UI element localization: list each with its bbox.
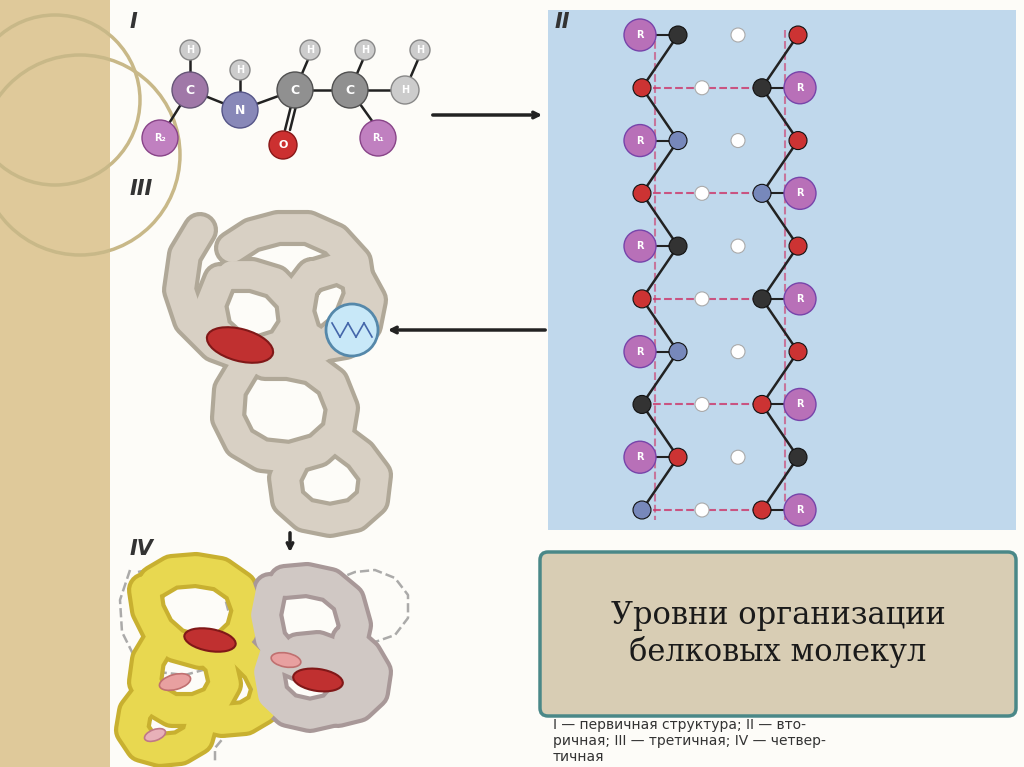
Circle shape [624, 230, 656, 262]
Text: H: H [360, 45, 369, 55]
Circle shape [784, 494, 816, 526]
Text: R: R [636, 241, 644, 251]
Text: C: C [345, 84, 354, 97]
Text: H: H [186, 45, 195, 55]
Bar [0, 0, 110, 767]
Circle shape [355, 40, 375, 60]
Text: R: R [797, 294, 804, 304]
Text: C: C [185, 84, 195, 97]
Text: II: II [555, 12, 570, 32]
Circle shape [633, 290, 651, 308]
Circle shape [300, 40, 319, 60]
Circle shape [633, 501, 651, 519]
Text: R: R [636, 136, 644, 146]
Circle shape [753, 290, 771, 308]
Circle shape [695, 503, 709, 517]
Circle shape [731, 239, 745, 253]
Circle shape [624, 19, 656, 51]
Circle shape [230, 60, 250, 80]
Circle shape [278, 72, 313, 108]
Text: I — первичная структура; II — вто-
ричная; III — третичная; IV — четвер-
тичная: I — первичная структура; II — вто- рична… [553, 718, 826, 765]
Circle shape [695, 81, 709, 95]
Text: Уровни организации
белковых молекул: Уровни организации белковых молекул [610, 600, 945, 668]
Circle shape [669, 132, 687, 150]
Circle shape [790, 132, 807, 150]
Circle shape [753, 396, 771, 413]
Text: R₂: R₂ [155, 133, 166, 143]
Text: H: H [306, 45, 314, 55]
Circle shape [753, 184, 771, 202]
Circle shape [633, 396, 651, 413]
Text: III: III [130, 179, 154, 199]
Text: I: I [130, 12, 138, 32]
Circle shape [695, 186, 709, 200]
Circle shape [790, 237, 807, 255]
Circle shape [753, 501, 771, 519]
Circle shape [790, 343, 807, 360]
Text: O: O [279, 140, 288, 150]
Circle shape [624, 441, 656, 473]
Circle shape [731, 28, 745, 42]
Ellipse shape [160, 673, 190, 690]
Text: R: R [797, 400, 804, 410]
Text: C: C [291, 84, 300, 97]
Circle shape [790, 26, 807, 44]
Circle shape [410, 40, 430, 60]
Text: H: H [416, 45, 424, 55]
Bar [548, 10, 1016, 530]
Text: R: R [797, 505, 804, 515]
Circle shape [222, 92, 258, 128]
Circle shape [624, 336, 656, 367]
Ellipse shape [144, 729, 166, 742]
Circle shape [332, 72, 368, 108]
Text: N: N [234, 104, 245, 117]
Ellipse shape [271, 653, 301, 667]
Circle shape [326, 304, 378, 356]
Circle shape [784, 283, 816, 315]
Circle shape [753, 79, 771, 97]
Text: R: R [636, 347, 644, 357]
Circle shape [633, 184, 651, 202]
Circle shape [784, 72, 816, 104]
Circle shape [731, 450, 745, 464]
Circle shape [669, 343, 687, 360]
Text: H: H [236, 65, 244, 75]
Ellipse shape [184, 628, 236, 652]
Text: R₁: R₁ [372, 133, 384, 143]
Ellipse shape [207, 328, 273, 363]
Circle shape [669, 448, 687, 466]
Circle shape [731, 133, 745, 147]
Circle shape [669, 26, 687, 44]
Circle shape [790, 448, 807, 466]
Circle shape [180, 40, 200, 60]
Circle shape [172, 72, 208, 108]
Circle shape [784, 388, 816, 420]
Circle shape [784, 177, 816, 209]
Circle shape [360, 120, 396, 156]
Ellipse shape [293, 669, 343, 691]
Circle shape [624, 124, 656, 156]
Text: H: H [401, 85, 409, 95]
Circle shape [269, 131, 297, 159]
Circle shape [695, 292, 709, 306]
Text: R: R [636, 453, 644, 463]
FancyBboxPatch shape [540, 552, 1016, 716]
Text: IV: IV [130, 539, 154, 559]
Text: R: R [797, 83, 804, 93]
Text: R: R [797, 189, 804, 199]
Text: R: R [636, 30, 644, 40]
Circle shape [669, 237, 687, 255]
Circle shape [391, 76, 419, 104]
Circle shape [142, 120, 178, 156]
Circle shape [633, 79, 651, 97]
Circle shape [695, 397, 709, 411]
Circle shape [731, 344, 745, 359]
